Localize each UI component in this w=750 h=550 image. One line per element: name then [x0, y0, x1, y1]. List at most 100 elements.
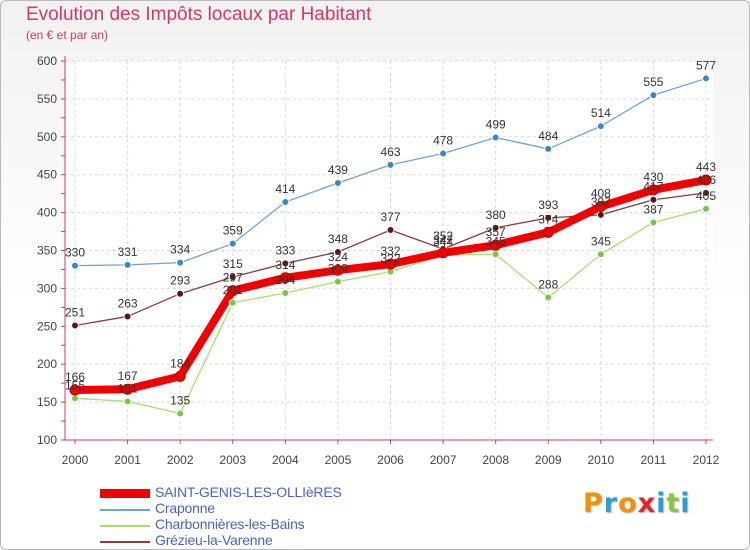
- logo-letter: r: [603, 488, 619, 519]
- x-tick-label: 2004: [272, 453, 299, 467]
- y-tick-label: 600: [37, 54, 57, 68]
- data-point-gr-zieu-la-varenne: [71, 321, 79, 330]
- data-point-craponne: [71, 261, 79, 270]
- data-label-charbonni-res-les-bains: 294: [275, 273, 295, 287]
- data-label-craponne: 359: [223, 224, 243, 238]
- y-tick-label: 500: [37, 130, 57, 144]
- data-point-craponne: [649, 91, 658, 100]
- data-label-saint-genis-les-olli-res: 443: [696, 160, 716, 174]
- data-point-gr-zieu-la-varenne: [702, 188, 710, 197]
- data-label-saint-genis-les-olli-res: 408: [591, 187, 611, 201]
- data-label-gr-zieu-la-varenne: 426: [696, 173, 716, 187]
- data-label-charbonni-res-les-bains: 281: [223, 283, 243, 297]
- data-label-charbonni-res-les-bains: 344: [433, 235, 453, 249]
- data-label-craponne: 330: [65, 246, 85, 260]
- data-label-gr-zieu-la-varenne: 377: [380, 210, 400, 224]
- data-point-charbonni-res-les-bains: [176, 409, 185, 418]
- data-point-gr-zieu-la-varenne: [333, 248, 342, 257]
- x-tick-label: 2005: [325, 453, 352, 467]
- data-label-charbonni-res-les-bains: 135: [170, 393, 190, 407]
- data-point-charbonni-res-les-bains: [228, 298, 237, 307]
- data-point-charbonni-res-les-bains: [333, 277, 342, 286]
- data-label-gr-zieu-la-varenne: 333: [275, 243, 295, 257]
- data-point-charbonni-res-les-bains: [596, 250, 605, 259]
- data-label-gr-zieu-la-varenne: 397: [591, 195, 611, 209]
- data-label-saint-genis-les-olli-res: 324: [328, 250, 348, 264]
- data-label-craponne: 463: [380, 145, 400, 159]
- x-tick-label: 2011: [641, 453, 667, 467]
- data-label-craponne: 334: [170, 243, 190, 257]
- data-label-saint-genis-les-olli-res: 374: [538, 212, 558, 226]
- x-tick-label: 2008: [482, 453, 509, 467]
- x-tick-label: 2000: [62, 453, 89, 467]
- x-tick-label: 2010: [587, 453, 614, 467]
- legend-label-grezieu: Grézieu-la-Varenne: [155, 532, 273, 548]
- data-label-saint-genis-les-olli-res: 314: [275, 258, 295, 272]
- data-point-craponne: [333, 179, 342, 188]
- data-label-saint-genis-les-olli-res: 347: [433, 233, 453, 247]
- data-label-gr-zieu-la-varenne: 393: [538, 198, 558, 212]
- data-point-gr-zieu-la-varenne: [281, 259, 290, 268]
- y-tick-label: 250: [37, 319, 57, 333]
- legend-label-saint-genis: SAINT-GENIS-LES-OLLIèRES: [155, 484, 342, 500]
- y-tick-label: 200: [37, 357, 57, 371]
- data-point-gr-zieu-la-varenne: [123, 312, 132, 321]
- data-point-gr-zieu-la-varenne: [649, 195, 658, 204]
- data-point-saint-genis-les-olli-res: [700, 174, 712, 186]
- data-label-craponne: 555: [643, 75, 663, 89]
- data-label-gr-zieu-la-varenne: 417: [643, 180, 663, 194]
- data-point-charbonni-res-les-bains: [702, 204, 710, 213]
- data-label-charbonni-res-les-bains: 345: [486, 234, 506, 248]
- data-point-gr-zieu-la-varenne: [386, 226, 395, 235]
- data-label-gr-zieu-la-varenne: 293: [170, 274, 190, 288]
- y-tick-label: 350: [37, 244, 57, 258]
- data-label-charbonni-res-les-bains: 155: [65, 378, 85, 392]
- legend-label-craponne: Craponne: [155, 500, 215, 516]
- logo-letter: i: [680, 488, 691, 519]
- legend-swatch-grezieu: [100, 541, 150, 543]
- data-point-craponne: [702, 74, 710, 83]
- data-label-craponne: 514: [591, 106, 611, 120]
- data-label-craponne: 499: [486, 118, 506, 132]
- data-point-saint-genis-les-olli-res: [332, 264, 344, 276]
- data-label-saint-genis-les-olli-res: 167: [118, 369, 138, 383]
- data-label-gr-zieu-la-varenne: 380: [486, 208, 506, 222]
- data-point-charbonni-res-les-bains: [544, 293, 553, 302]
- data-point-saint-genis-les-olli-res: [647, 184, 659, 196]
- data-point-saint-genis-les-olli-res: [227, 285, 239, 297]
- x-tick-label: 2007: [430, 453, 457, 467]
- data-point-craponne: [439, 149, 448, 158]
- data-point-craponne: [228, 239, 237, 248]
- logo-letter: x: [637, 488, 657, 519]
- data-point-craponne: [176, 258, 185, 267]
- data-point-craponne: [123, 260, 132, 269]
- data-point-charbonni-res-les-bains: [649, 218, 658, 227]
- data-point-gr-zieu-la-varenne: [596, 210, 605, 219]
- data-label-saint-genis-les-olli-res: 166: [65, 370, 85, 384]
- data-label-charbonni-res-les-bains: 309: [328, 262, 348, 276]
- data-point-saint-genis-les-olli-res: [69, 384, 81, 396]
- data-point-gr-zieu-la-varenne: [176, 289, 185, 298]
- logo-letter: o: [618, 488, 638, 519]
- x-tick-label: 2002: [167, 453, 194, 467]
- logo-letter: P: [583, 488, 604, 519]
- data-point-gr-zieu-la-varenne: [491, 223, 500, 232]
- y-tick-label: 450: [37, 168, 57, 182]
- data-label-charbonni-res-les-bains: 322: [380, 252, 400, 266]
- data-point-saint-genis-les-olli-res: [542, 226, 554, 238]
- data-point-saint-genis-les-olli-res: [279, 272, 291, 284]
- y-tick-label: 300: [37, 281, 57, 295]
- data-label-craponne: 577: [696, 58, 716, 72]
- data-point-saint-genis-les-olli-res: [437, 247, 449, 259]
- data-label-charbonni-res-les-bains: 387: [643, 202, 663, 216]
- data-label-craponne: 439: [328, 163, 348, 177]
- data-label-gr-zieu-la-varenne: 251: [65, 306, 85, 320]
- data-label-gr-zieu-la-varenne: 352: [433, 229, 453, 243]
- logo-letter: t: [666, 488, 681, 519]
- data-label-craponne: 414: [275, 182, 295, 196]
- chart-subtitle: (en € et par an): [26, 28, 109, 42]
- data-point-charbonni-res-les-bains: [491, 250, 500, 259]
- data-label-saint-genis-les-olli-res: 430: [643, 170, 663, 184]
- data-point-saint-genis-les-olli-res: [174, 370, 186, 382]
- data-point-gr-zieu-la-varenne: [228, 273, 237, 282]
